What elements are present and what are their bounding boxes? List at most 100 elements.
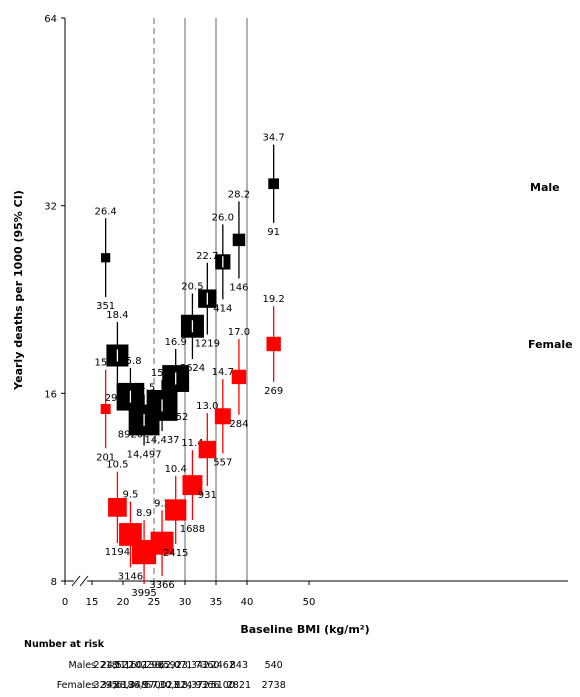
point-group-male-351: 26.4 351 xyxy=(95,206,117,312)
risk-cell: 138,592 xyxy=(142,660,182,671)
at-risk-label: 284 xyxy=(229,419,248,430)
value-label: 15.8 xyxy=(119,356,141,367)
at-risk-label: 931 xyxy=(198,490,217,501)
risk-cell: 18,372 xyxy=(175,680,210,691)
series-label-female: Female xyxy=(528,338,573,351)
value-label: 15.1 xyxy=(95,358,117,369)
risk-cell: 62,071 xyxy=(159,660,193,671)
risk-cell: 30,824 xyxy=(159,680,193,691)
point-group-female-2415: 10.4 2415 xyxy=(163,464,188,559)
x-tick-label: 0 xyxy=(62,597,68,608)
risk-cell: 2821 xyxy=(226,680,252,691)
value-label: 34.7 xyxy=(263,133,285,144)
risk-cell: 2218 xyxy=(93,660,118,671)
x-tick-label: 30 xyxy=(179,597,192,608)
point-group-male-91: 34.7 91 xyxy=(263,133,285,238)
point-marker xyxy=(198,440,217,459)
point-marker xyxy=(266,336,281,352)
value-label: 26.4 xyxy=(95,206,117,217)
value-label: 14.7 xyxy=(212,367,234,378)
at-risk-label: 557 xyxy=(213,457,232,468)
y-tick-label: 16 xyxy=(44,389,57,400)
risk-cell: 91,102 xyxy=(113,660,148,671)
point-marker xyxy=(268,178,280,190)
x-tick-label: 25 xyxy=(148,597,161,608)
at-risk-label: 351 xyxy=(96,301,115,312)
at-risk-label: 201 xyxy=(96,452,115,463)
risk-cell: 843 xyxy=(229,660,248,671)
number-at-risk-table: Number at risk Males Females 2218 24,522 9… xyxy=(0,636,580,697)
y-tick-label: 64 xyxy=(44,14,57,25)
value-label: 10.5 xyxy=(106,460,128,471)
axis-break-mark xyxy=(71,575,81,587)
point-marker xyxy=(182,475,203,496)
point-marker xyxy=(100,404,111,415)
point-marker xyxy=(101,253,111,263)
risk-cell: 3295 xyxy=(93,680,118,691)
at-risk-label: 8052 xyxy=(163,412,188,423)
risk-row-label-females: Females xyxy=(56,680,96,691)
point-group-male-14437: 15.3 14,437 xyxy=(145,368,180,446)
value-label: 14.5 xyxy=(133,382,155,393)
at-risk-label: 3995 xyxy=(131,588,156,599)
value-label: 26.0 xyxy=(212,212,234,223)
risk-cell: 7360 xyxy=(195,660,220,671)
at-risk-label: 1194 xyxy=(105,547,130,558)
x-tick-label: 35 xyxy=(210,597,223,608)
value-label: 18.4 xyxy=(106,310,128,321)
at-risk-label: 2415 xyxy=(163,548,188,559)
y-axis-title: Yearly deaths per 1000 (95% CI) xyxy=(12,190,25,391)
point-group-male-3624: 20.5 3624 xyxy=(180,281,205,374)
point-marker xyxy=(231,369,247,385)
value-label: 10.4 xyxy=(165,464,187,475)
at-risk-label: 146 xyxy=(229,282,248,293)
value-label: 11.4 xyxy=(181,438,203,449)
value-label: 15.3 xyxy=(151,368,173,379)
at-risk-label: 3624 xyxy=(180,363,205,374)
value-label: 9.5 xyxy=(122,489,138,500)
x-tick-label: 40 xyxy=(241,597,254,608)
risk-cell: 24,522 xyxy=(100,660,135,671)
risk-cell: 5100 xyxy=(210,680,235,691)
point-group-female-3366: 9.2 3366 xyxy=(149,498,174,591)
number-at-risk-heading: Number at risk xyxy=(24,639,105,650)
risk-cell: 540 xyxy=(264,660,283,671)
point-group-female-201: 15.1 201 xyxy=(95,358,117,464)
value-label: 28.2 xyxy=(228,189,250,200)
point-marker xyxy=(214,408,231,425)
point-group-male-146: 28.2 146 xyxy=(228,189,250,293)
value-label: 22.7 xyxy=(196,251,218,262)
risk-cell: 23,342 xyxy=(175,660,210,671)
point-group-female-1688: 11.4 1688 xyxy=(180,438,205,535)
at-risk-label: 1219 xyxy=(195,338,220,349)
point-group-female-1194: 10.5 1194 xyxy=(105,460,130,558)
point-group-female-269: 19.2 269 xyxy=(263,294,285,397)
risk-cell: 88,348 xyxy=(113,680,148,691)
value-label: 13.0 xyxy=(196,401,218,412)
risk-cell: 9366 xyxy=(195,680,220,691)
at-risk-label: 14,437 xyxy=(145,435,180,446)
point-group-female-931: 13.0 931 xyxy=(196,401,218,501)
point-group-female-557: 14.7 557 xyxy=(212,367,234,468)
risk-cell: 57,023 xyxy=(145,680,179,691)
point-marker xyxy=(232,233,246,247)
x-tick-label: 15 xyxy=(86,597,99,608)
risk-cell: 34,617 xyxy=(100,680,135,691)
x-axis-title: Baseline BMI (kg/m²) xyxy=(240,623,369,636)
value-label: 20.5 xyxy=(181,281,203,292)
series-label-male: Male xyxy=(530,181,560,194)
risk-cell: 2462 xyxy=(210,660,235,671)
axes: 8 16 32 64 0 15 20 25 30 35 40 50 xyxy=(44,14,568,608)
data-marks: 26.435118.4295215.8892014.514,49715.314,… xyxy=(95,133,285,599)
at-risk-label: 3146 xyxy=(118,571,143,582)
at-risk-label: 269 xyxy=(264,386,283,397)
point-group-female-284: 17.0 284 xyxy=(228,327,250,430)
risk-row-label-males: Males xyxy=(68,660,96,671)
point-marker xyxy=(108,498,127,517)
value-label: 8.9 xyxy=(136,508,152,519)
point-group-male-414: 26.0 414 xyxy=(212,212,234,314)
x-tick-label: 50 xyxy=(303,597,316,608)
at-risk-label: 14,497 xyxy=(127,450,162,461)
value-label: 17.0 xyxy=(228,327,250,338)
